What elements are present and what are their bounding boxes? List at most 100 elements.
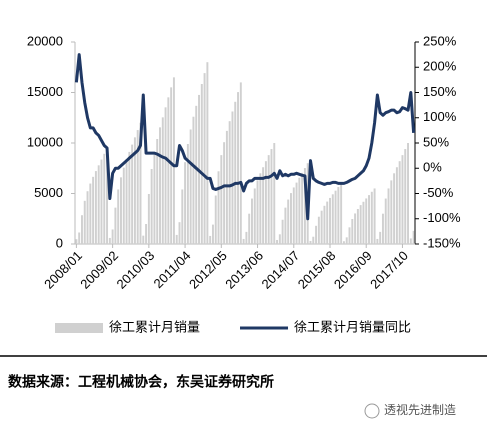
y-tick-label: 0 <box>56 235 63 250</box>
bar <box>186 144 189 244</box>
bar <box>164 107 167 244</box>
source-note: 数据来源：工程机械协会，东吴证券研究所 <box>8 374 274 390</box>
bar <box>83 200 86 244</box>
bar <box>351 219 354 244</box>
bar <box>312 236 315 244</box>
y2-tick-label: -150% <box>423 235 461 250</box>
bar <box>178 222 181 244</box>
bar <box>125 159 128 244</box>
y-tick-label: 5000 <box>34 185 63 200</box>
bar <box>281 219 284 244</box>
y-tick-label: 20000 <box>27 33 63 48</box>
bar <box>108 237 111 244</box>
bar <box>150 169 153 244</box>
bar <box>239 82 242 245</box>
bar <box>203 73 206 244</box>
bar <box>356 209 359 244</box>
bar <box>264 161 267 244</box>
bar <box>401 155 404 244</box>
bar <box>292 187 295 244</box>
bar <box>298 177 301 244</box>
bar <box>295 182 298 244</box>
bar <box>131 144 134 244</box>
bar <box>170 87 173 244</box>
bar <box>323 205 326 244</box>
bar <box>362 201 365 244</box>
watermark-icon <box>364 403 380 419</box>
bar <box>86 191 89 244</box>
bar <box>234 101 237 245</box>
bar <box>393 173 396 244</box>
bar <box>331 194 334 244</box>
y2-tick-label: 200% <box>423 59 457 74</box>
bar <box>184 162 187 244</box>
bar <box>376 238 379 244</box>
bar <box>259 173 262 244</box>
bar <box>220 155 223 244</box>
bar <box>267 155 270 244</box>
bar <box>200 84 203 245</box>
bar <box>390 180 393 244</box>
line <box>74 53 416 221</box>
bar <box>407 143 410 244</box>
bar <box>225 130 228 244</box>
bar <box>320 210 323 244</box>
bar <box>114 207 117 244</box>
bar <box>270 149 273 244</box>
x-tick-label: 2011/04 <box>150 248 193 291</box>
bar <box>395 167 398 244</box>
bar <box>181 189 184 244</box>
bar <box>379 231 382 244</box>
watermark: 透视先进制造 <box>384 402 456 417</box>
bar <box>89 183 92 244</box>
bar <box>273 143 276 244</box>
bar <box>223 142 226 244</box>
bar <box>156 139 159 244</box>
x-tick-label: 2016/09 <box>331 248 375 292</box>
x-tick-label: 2010/03 <box>114 248 158 292</box>
bar <box>128 151 131 244</box>
bar <box>145 224 148 244</box>
bar <box>117 189 120 244</box>
bar <box>153 152 156 244</box>
bar <box>256 180 259 244</box>
bar <box>359 205 362 244</box>
bar <box>290 193 292 244</box>
x-tick-label: 2009/02 <box>77 248 121 292</box>
bar <box>409 238 412 244</box>
bar <box>303 168 306 244</box>
bar <box>136 130 139 244</box>
bar <box>142 235 145 244</box>
legend-label: 徐工累计月销量同比 <box>294 319 411 334</box>
bar <box>354 213 357 244</box>
bar <box>337 187 340 244</box>
bar <box>106 148 109 244</box>
bar <box>161 117 164 244</box>
bar <box>75 239 78 244</box>
bar <box>103 153 106 244</box>
bar <box>94 171 97 244</box>
x-tick-label: 2015/08 <box>295 248 339 292</box>
bar <box>342 241 345 244</box>
bar <box>92 176 95 244</box>
bar <box>228 121 231 244</box>
y2-tick-label: 150% <box>423 84 457 99</box>
bar <box>348 227 351 244</box>
bar <box>287 199 290 244</box>
bar <box>211 224 214 244</box>
bar <box>250 198 253 244</box>
bar <box>217 171 220 244</box>
bar <box>206 62 209 245</box>
bar <box>278 234 281 244</box>
bar <box>398 161 401 244</box>
bar <box>334 190 337 244</box>
bar <box>133 137 136 244</box>
x-tick-label: 2008/01 <box>41 248 85 292</box>
bar <box>317 216 320 244</box>
bar <box>387 188 390 244</box>
bar <box>345 237 348 244</box>
bar <box>326 201 329 244</box>
y2-tick-label: -100% <box>423 210 461 225</box>
bar <box>175 234 178 244</box>
